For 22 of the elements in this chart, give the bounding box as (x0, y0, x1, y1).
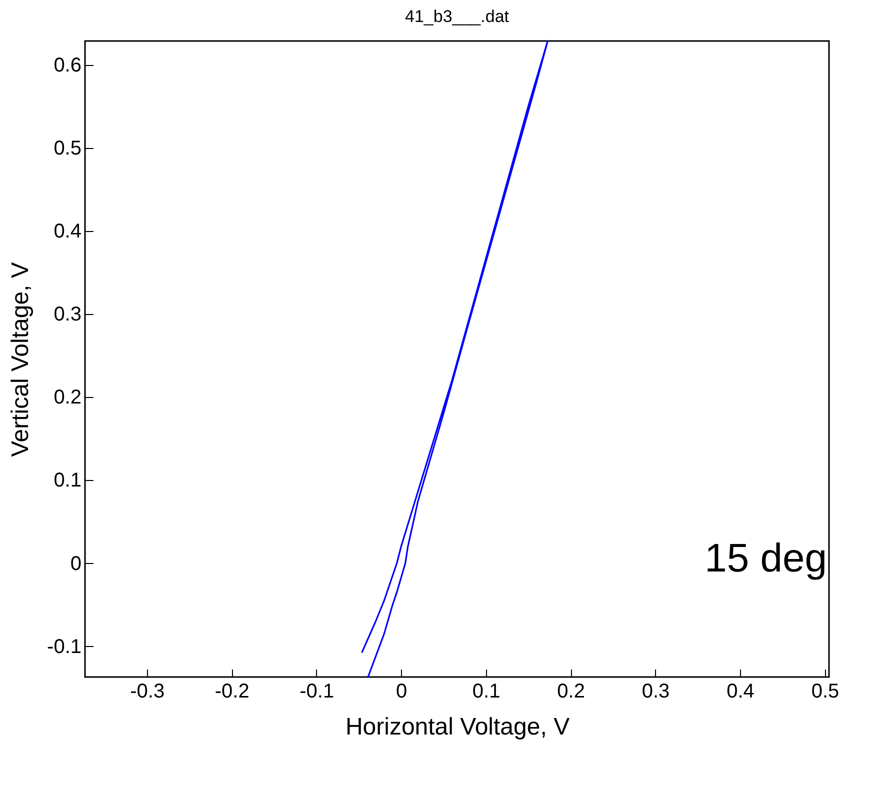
x-tick-label: -0.1 (300, 680, 334, 702)
x-tick-label: -0.2 (214, 680, 250, 702)
x-tick-label: -0.3 (130, 680, 165, 702)
x-tick-label: 0.5 (811, 680, 840, 702)
y-tick-label: 0 (70, 552, 82, 575)
y-tick-label: 0.2 (54, 386, 82, 409)
x-tick-label: 0.4 (726, 680, 754, 702)
y-tick-label: 0.6 (54, 54, 82, 77)
chart-title: 41_b3___.dat (405, 7, 510, 26)
x-tick-label: 0.3 (642, 680, 670, 702)
x-tick-label: 0.2 (557, 680, 585, 702)
y-axis-title: Vertical Voltage, V (7, 262, 34, 457)
y-tick-label: -0.1 (47, 636, 82, 658)
y-tick-label: 0.1 (54, 470, 82, 492)
x-tick-label: 0.1 (472, 680, 500, 702)
line-series (361, 40, 548, 678)
y-tick-label: 0.3 (54, 304, 82, 326)
annotation: 15 deg (704, 536, 827, 580)
x-tick-label: 0 (396, 680, 408, 702)
y-tick-label: 0.4 (54, 220, 82, 243)
x-axis-title: Horizontal Voltage, V (345, 714, 570, 740)
y-tick-label: 0.5 (54, 138, 82, 160)
